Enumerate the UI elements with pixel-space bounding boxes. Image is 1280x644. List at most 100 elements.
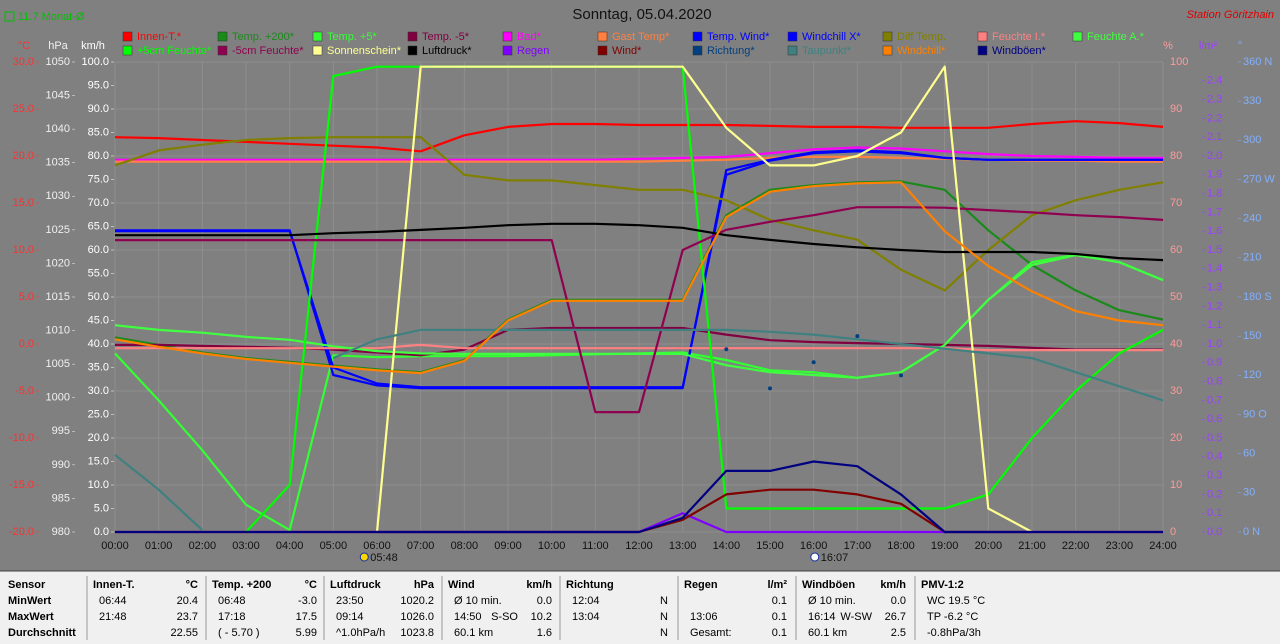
x-tick-label: 07:00: [407, 540, 435, 552]
cell-value: N: [660, 627, 668, 639]
y-tick-label: 35.0: [88, 361, 109, 373]
x-tick-label: 23:00: [1106, 540, 1134, 552]
table-header: Wind: [448, 579, 475, 591]
y-tick-label: 995: [52, 425, 70, 437]
cell-value: 1023.8: [400, 627, 434, 639]
legend-label: Innen-T.*: [137, 31, 182, 43]
axis-unit: °C: [18, 40, 30, 52]
y-tick-label: 120: [1243, 369, 1261, 381]
y-tick-label: 985: [52, 492, 70, 504]
y-tick-label: 2.1: [1207, 131, 1222, 143]
marker-label: 05:48: [370, 552, 398, 564]
series-line: [115, 222, 1164, 262]
y-tick-label: 50: [1170, 291, 1182, 303]
y-tick-label: 180 S: [1243, 291, 1272, 303]
legend-swatch: [882, 31, 893, 42]
y-tick-label: 0.0: [94, 526, 109, 538]
series-line: [115, 206, 1164, 414]
y-tick-label: 60: [1243, 448, 1255, 460]
legend-label: Feuchte A.*: [1087, 31, 1145, 43]
x-tick-label: 01:00: [145, 540, 173, 552]
cell-text: 17:18: [218, 611, 246, 623]
legend-swatch: [502, 31, 513, 42]
cell-text: TP -6.2 °C: [927, 611, 978, 623]
y-tick-label: 240: [1243, 213, 1261, 225]
cell-text: Ø 10 min.: [808, 595, 856, 607]
legend-swatch: [312, 45, 323, 56]
cell-text: 06:48: [218, 595, 246, 607]
y-tick-label: 90.0: [88, 103, 109, 115]
y-tick-label: 1045: [46, 89, 70, 101]
cell-text: -0.8hPa/3h: [927, 627, 981, 639]
y-tick-label: 0.4: [1207, 451, 1222, 463]
table-header: Richtung: [566, 579, 614, 591]
cell-text: Gesamt:: [690, 627, 732, 639]
table-header: Luftdruck: [330, 579, 382, 591]
legend-label: Richtung*: [707, 45, 755, 57]
series-line: [115, 149, 1163, 390]
x-tick-label: 05:00: [320, 540, 348, 552]
y-tick-label: 45.0: [88, 314, 109, 326]
cell-text: 09:14: [336, 611, 364, 623]
y-tick-label: -20.0: [9, 526, 34, 538]
cell-text: 21:48: [99, 611, 127, 623]
y-tick-label: 90: [1170, 103, 1182, 115]
y-tick-label: 0.6: [1207, 413, 1222, 425]
cell-direction: W-SW: [840, 611, 872, 623]
y-tick-label: 20.0: [88, 432, 109, 444]
table-header: Innen-T.: [93, 579, 135, 591]
y-tick-label: 360 N: [1243, 56, 1272, 68]
legend-swatch: [692, 31, 703, 42]
x-tick-label: 08:00: [451, 540, 479, 552]
legend-label: Windchill*: [897, 45, 946, 57]
table-unit: °C: [305, 579, 317, 591]
legend-label: Temp. +200*: [232, 31, 295, 43]
legend-swatch: [977, 31, 988, 42]
y-tick-label: 2.2: [1207, 112, 1222, 124]
y-tick-label: 0 N: [1243, 526, 1260, 538]
y-tick-label: 0.0: [1207, 526, 1222, 538]
x-tick-label: 14:00: [713, 540, 741, 552]
y-tick-label: 0.1: [1207, 507, 1222, 519]
cell-text: 23:50: [336, 595, 364, 607]
x-tick-label: 10:00: [538, 540, 566, 552]
table-unit: hPa: [414, 579, 435, 591]
y-tick-label: 1020: [46, 257, 70, 269]
x-tick-label: 24:00: [1149, 540, 1177, 552]
y-tick-label: 1.3: [1207, 282, 1222, 294]
table-header: Windböen: [802, 579, 855, 591]
cell-value: 0.0: [537, 595, 552, 607]
x-tick-label: 04:00: [276, 540, 304, 552]
y-tick-label: 85.0: [88, 126, 109, 138]
y-tick-label: 0: [1170, 526, 1176, 538]
legend-label: Regen: [517, 45, 549, 57]
y-tick-label: 1.9: [1207, 169, 1222, 181]
y-tick-label: 0.2: [1207, 488, 1222, 500]
x-tick-label: 20:00: [975, 540, 1003, 552]
x-tick-label: 00:00: [101, 540, 129, 552]
table-unit: °C: [186, 579, 198, 591]
series-line: [115, 146, 1163, 161]
cell-direction: S-SO: [491, 611, 518, 623]
y-tick-label: 1.1: [1207, 319, 1222, 331]
legend-label: Diff Temp.: [897, 31, 946, 43]
y-tick-label: 150: [1243, 330, 1261, 342]
legend-label: Windchill X*: [802, 31, 861, 43]
table-header: Regen: [684, 579, 718, 591]
cell-text: 06:44: [99, 595, 127, 607]
legend-label: Gast Temp*: [612, 31, 670, 43]
y-tick-label: 1.0: [1207, 338, 1222, 350]
cell-value: 17.5: [296, 611, 317, 623]
cell-value: 22.55: [170, 627, 198, 639]
legend-swatch: [882, 45, 893, 56]
cell-text: 60.1 km: [454, 627, 493, 639]
series-line: [115, 460, 1163, 534]
y-tick-label: 1000: [46, 392, 70, 404]
cell-value: 1020.2: [400, 595, 434, 607]
axis-unit: °: [1238, 40, 1242, 52]
y-tick-label: 90 O: [1243, 408, 1267, 420]
cell-text: 13:06: [690, 611, 718, 623]
y-tick-label: 25.0: [13, 103, 34, 115]
y-tick-label: 1030: [46, 190, 70, 202]
series-line: [114, 454, 204, 531]
